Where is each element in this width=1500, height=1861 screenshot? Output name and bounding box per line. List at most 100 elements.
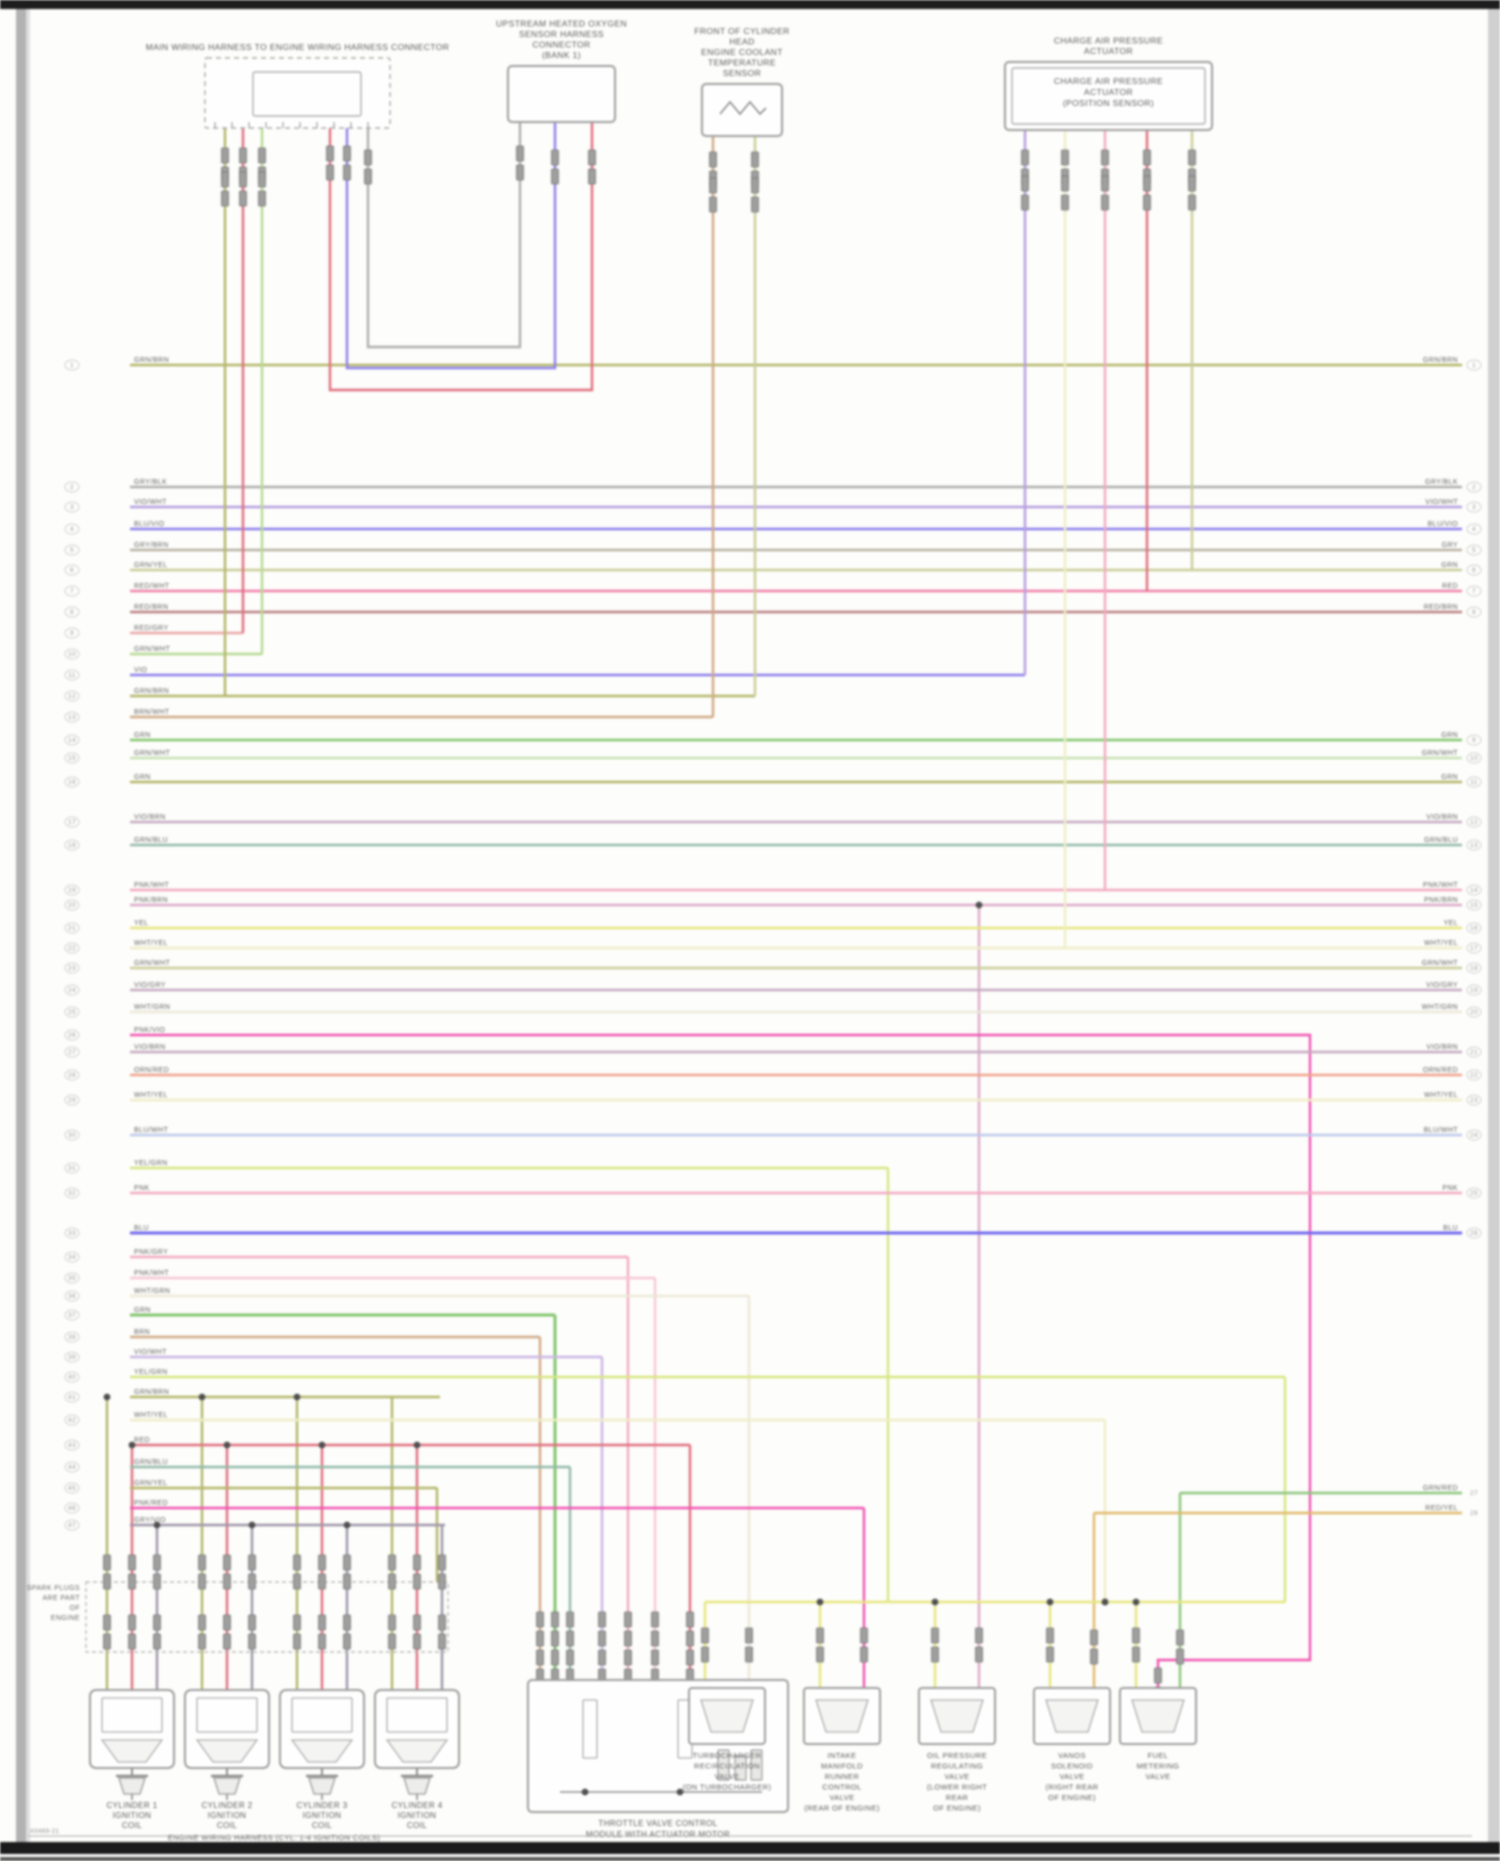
left-pin-oval [64,962,80,974]
connector-pin-icon [388,1573,396,1590]
left-pin-oval [64,884,80,896]
left-wire-label: BRN/WHT [134,709,170,716]
right-pin-oval [1466,776,1482,788]
right-wire-label: GRN [1441,774,1458,781]
connector-pin-icon [709,177,717,194]
right-pin-oval [1466,1069,1482,1081]
connector-pin-icon [413,1554,421,1571]
right-pin-oval [1466,1129,1482,1141]
left-pin-number: 37 [68,1312,76,1319]
right-pin-number: 6 [1472,567,1476,574]
connector-pin-icon [1090,1629,1098,1646]
left-pin-number: 40 [68,1374,76,1381]
connector-pin-icon [326,145,334,162]
valve-label: MANIFOLD [821,1762,863,1771]
left-pin-oval [64,1414,80,1426]
left-pin-oval [64,359,80,371]
left-wire-label: PNK/BRN [134,897,168,904]
coil-trapezoid [385,1739,449,1763]
connector-pin-icon [1046,1627,1054,1644]
connector-pin-icon [536,1611,544,1628]
right-pin-oval [1466,899,1482,911]
ground-dashed-box [85,1581,449,1653]
connector-pin-icon [293,1573,301,1590]
connector-pin-icon [551,1630,559,1647]
valve-label: SOLENOID [1051,1762,1093,1771]
throttle-label: THROTTLE VALVE CONTROL [598,1819,717,1828]
right-pin-number: 18 [1470,965,1478,972]
connector-pin-icon [388,1633,396,1650]
left-wire-label: GRN [134,774,151,781]
valve-label: RECIRCULATION [694,1762,760,1771]
connector-pin-icon [651,1649,659,1666]
right-wire-label: VIO/GRY [1426,982,1458,989]
connector-pin-icon [751,177,759,194]
connector-pin-icon [239,190,247,207]
left-wire-label: WHT/GRN [134,1004,170,1011]
right-pin-number: 4 [1472,526,1476,533]
connector-pin-icon [1101,194,1109,211]
coil-label: CYLINDER 2 [201,1801,252,1810]
connector-pin-icon [1061,175,1069,192]
left-pin-oval [64,1187,80,1199]
valve-label: (RIGHT REAR [1045,1783,1098,1792]
right-wire-label: PNK/WHT [1423,882,1458,889]
left-wire-label: ORN/RED [134,1067,169,1074]
coil-label: COIL [312,1821,332,1830]
component-title: TEMPERATURE [708,58,776,68]
junction-dot [153,1521,161,1529]
left-wire-label: GRN [134,732,151,739]
left-pin-number: 8 [70,609,74,616]
connector-pin-icon [1143,175,1151,192]
left-pin-number: 36 [68,1293,76,1300]
left-pin-number: 21 [68,925,76,932]
connector-pin-icon [239,147,247,164]
left-pin-oval [64,1272,80,1284]
connector-pin-icon [326,164,334,181]
right-pin-number: 28 [1470,1510,1478,1517]
left-wire-label: GRN/YEL [134,1480,168,1487]
left-pin-oval [64,1069,80,1081]
connector-pin-icon [223,1614,231,1631]
connector-pin-icon [709,151,717,168]
right-pin-oval [1466,544,1482,556]
left-wire-label: RED/GRY [134,625,169,632]
bottom-edge-bar [0,1842,1500,1854]
connector-pin-icon [221,171,229,188]
component-inner-box [252,71,362,117]
right-wire-label: BLU/WHT [1424,1127,1459,1134]
right-wire-label: PNK/BRN [1424,897,1458,904]
left-pin-number: 18 [68,842,76,849]
doc-number: A0469-21 [30,1829,59,1835]
connector-pin-icon [1143,194,1151,211]
connector-pin-icon [438,1573,446,1590]
connector-pin-icon [651,1611,659,1628]
right-pin-number: 15 [1470,902,1478,909]
connector-pin-icon [248,1554,256,1571]
connector-pin-icon [221,190,229,207]
connector-pin-icon [128,1573,136,1590]
left-pin-oval [64,648,80,660]
connector-pin-icon [318,1614,326,1631]
connector-pin-icon [103,1614,111,1631]
connector-pin-icon [248,1633,256,1650]
left-pin-oval [64,585,80,597]
connector-pin-icon [258,147,266,164]
connector-pin-icon [1188,149,1196,166]
junction-dot [931,1598,939,1606]
connector-pin-icon [745,1646,753,1663]
left-pin-number: 3 [70,504,74,511]
component-inner-label: ACTUATOR [1084,87,1133,97]
right-wire-label: WHT/YEL [1424,1092,1458,1099]
coil-label: CYLINDER 1 [106,1801,157,1810]
connector-pin-icon [1154,1667,1162,1684]
connector-pin-icon [438,1633,446,1650]
coil-label: COIL [217,1821,237,1830]
connector-pin-icon [1188,175,1196,192]
left-pin-oval [64,1162,80,1174]
connector-pin-icon [1046,1646,1054,1663]
right-wire-label: GRN [1441,732,1458,739]
thermistor-icon [719,100,767,116]
right-wire-label: YEL [1444,920,1458,927]
